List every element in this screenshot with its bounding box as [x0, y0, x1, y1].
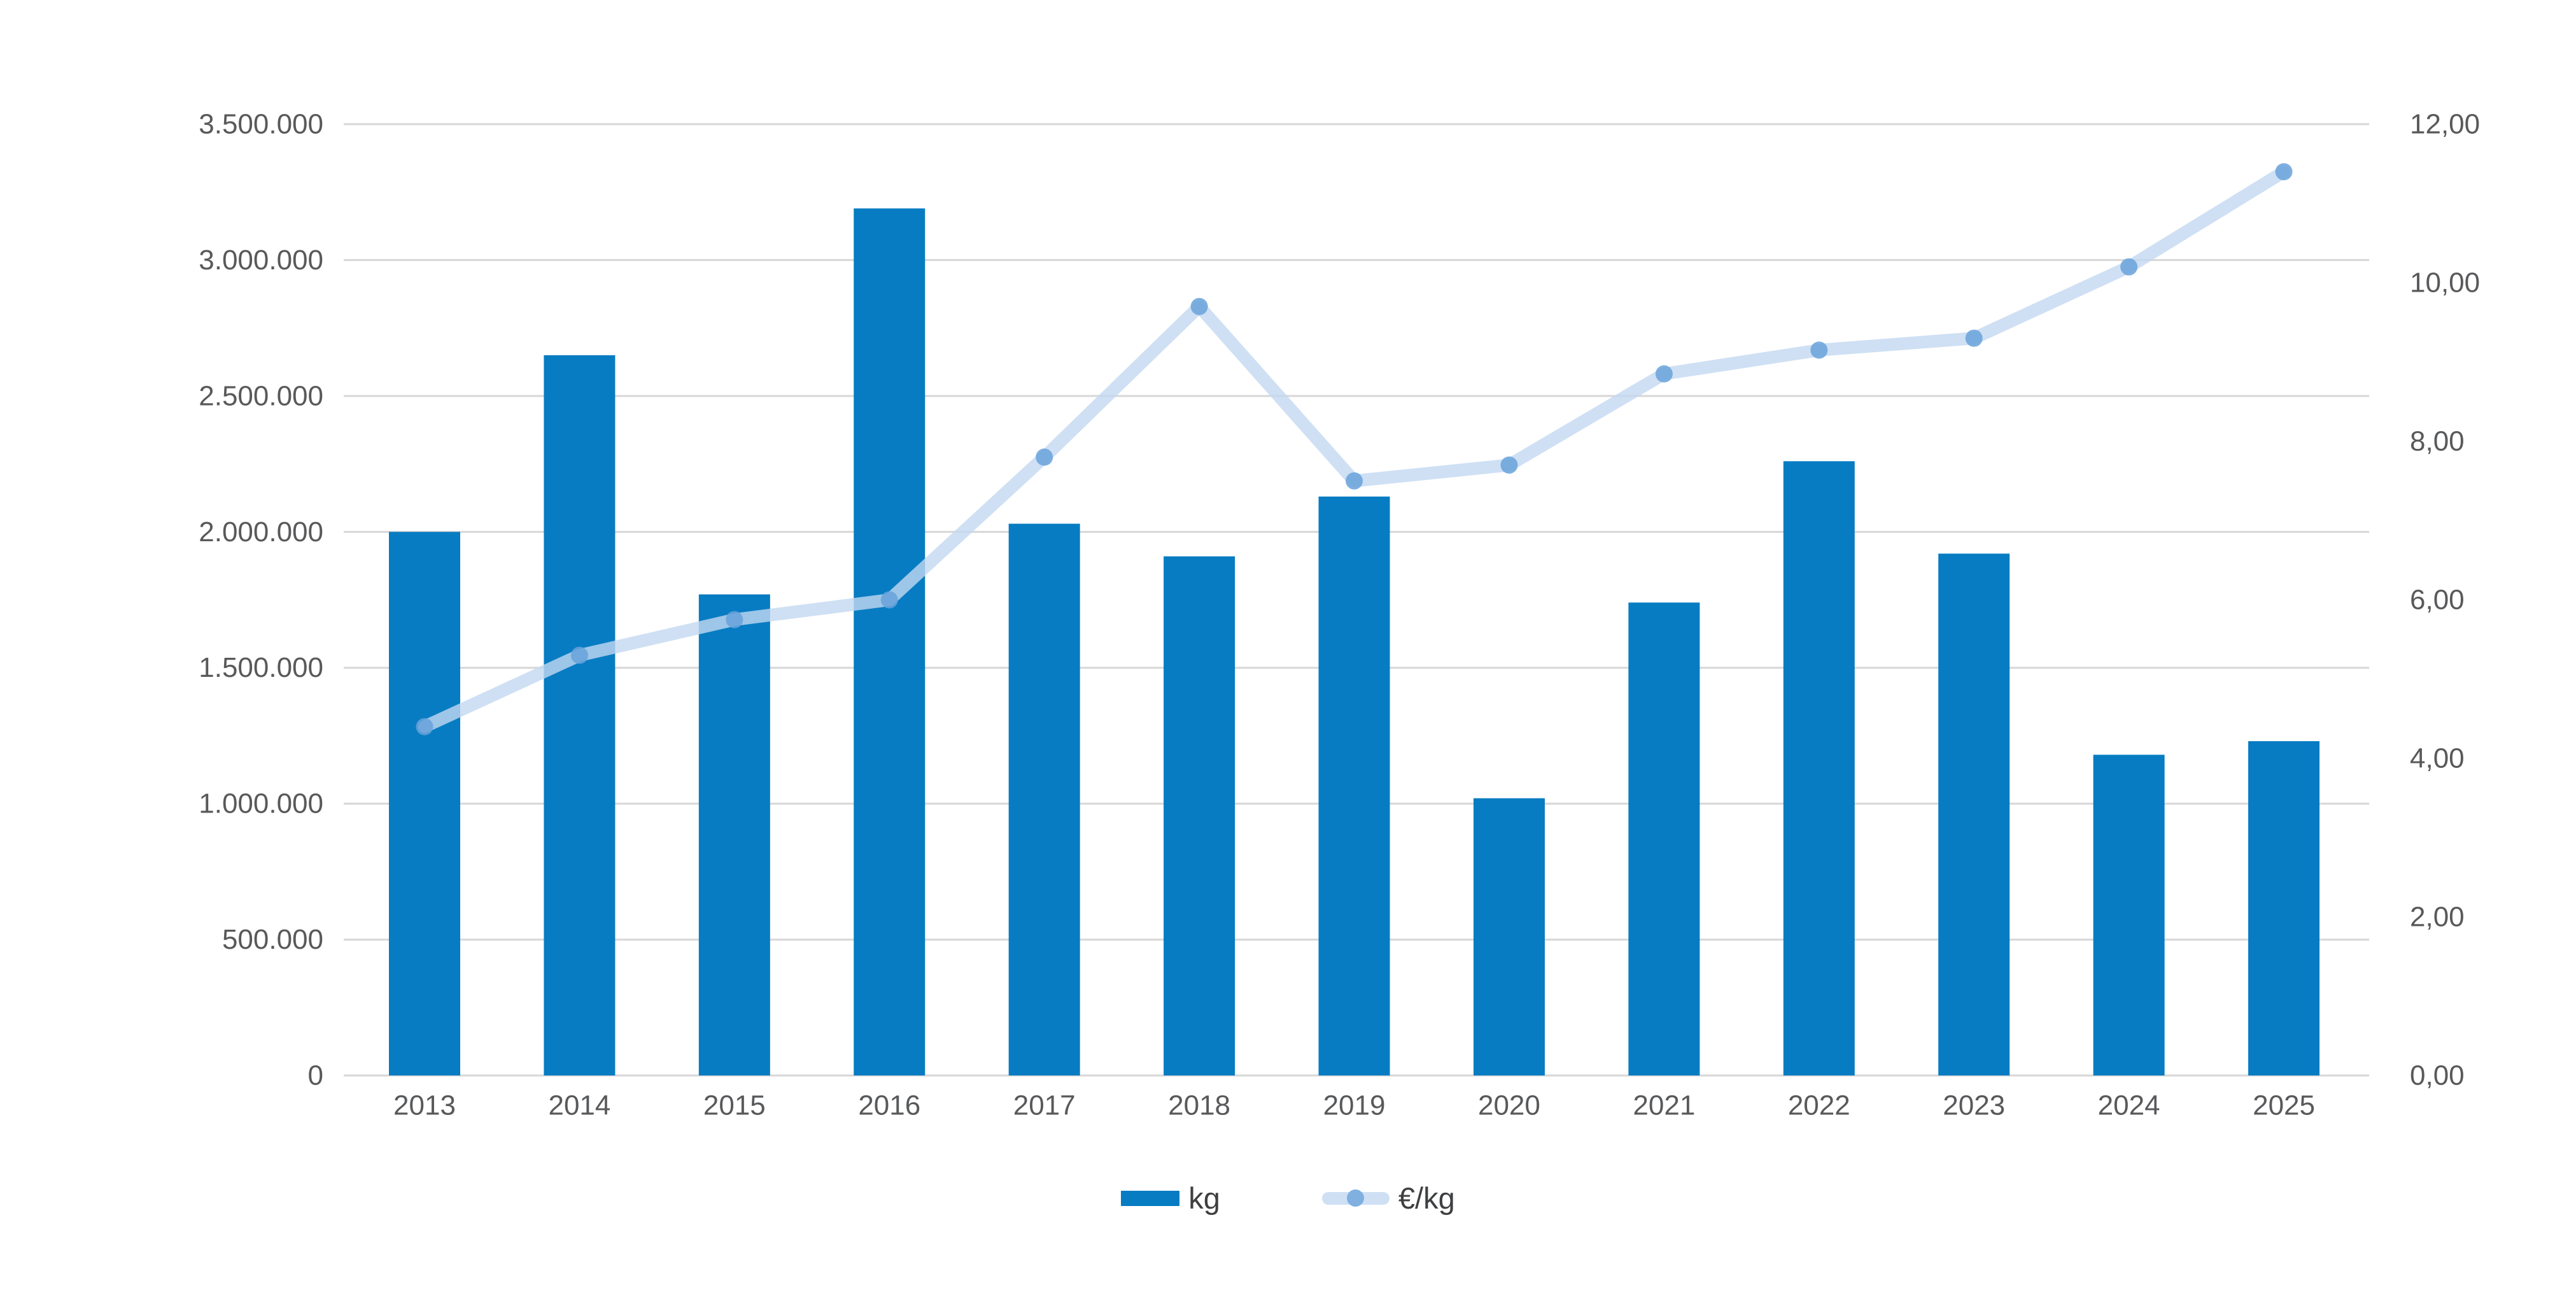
y-axis-left-tick-label: 500.000 — [222, 924, 323, 955]
y-axis-left-tick-label: 1.500.000 — [199, 652, 323, 683]
x-axis-label-2015: 2015 — [703, 1090, 766, 1121]
bar-2021[interactable] — [1628, 602, 1700, 1075]
line-marker-2016[interactable] — [880, 591, 898, 609]
bar-2022[interactable] — [1783, 461, 1855, 1075]
y-axis-left-tick-label: 3.500.000 — [199, 109, 323, 140]
line-marker-2015[interactable] — [726, 611, 743, 628]
x-axis-label-2025: 2025 — [2253, 1090, 2315, 1121]
y-axis-right-tick-label: 2,00 — [2410, 902, 2465, 933]
line-marker-2022[interactable] — [1810, 341, 1828, 359]
line-marker-2021[interactable] — [1655, 365, 1673, 383]
x-axis-label-2024: 2024 — [2098, 1090, 2160, 1121]
line-marker-dot-icon — [1347, 1189, 1365, 1207]
line-marker-2018[interactable] — [1190, 297, 1208, 315]
y-axis-right-tick-label: 4,00 — [2410, 743, 2465, 774]
line-marker-2025[interactable] — [2275, 163, 2293, 181]
y-axis-left-tick-label: 0 — [308, 1060, 323, 1091]
x-axis-label-2021: 2021 — [1633, 1090, 1695, 1121]
bar-2019[interactable] — [1318, 496, 1390, 1075]
legend-item-eur-per-kg[interactable]: €/kg — [1321, 1181, 1455, 1215]
x-axis-label-2017: 2017 — [1013, 1090, 1076, 1121]
line-marker-2020[interactable] — [1500, 456, 1518, 474]
line-series-swatch-icon — [1321, 1189, 1390, 1207]
x-axis-label-2022: 2022 — [1788, 1090, 1850, 1121]
line-marker-2023[interactable] — [1965, 329, 1983, 347]
y-axis-right-tick-label: 0,00 — [2410, 1060, 2465, 1091]
y-axis-right-tick-label: 6,00 — [2410, 585, 2465, 616]
bar-2015[interactable] — [698, 594, 770, 1075]
y-axis-left-tick-label: 3.000.000 — [199, 245, 323, 276]
bar-2024[interactable] — [2093, 755, 2165, 1075]
y-axis-right-tick-label: 10,00 — [2410, 267, 2480, 299]
line-marker-2024[interactable] — [2120, 258, 2138, 276]
x-axis-label-2014: 2014 — [548, 1090, 610, 1121]
x-axis-label-2019: 2019 — [1323, 1090, 1386, 1121]
x-axis-label-2020: 2020 — [1478, 1090, 1540, 1121]
y-axis-right-tick-label: 12,00 — [2410, 109, 2480, 140]
bar-2025[interactable] — [2248, 741, 2320, 1075]
bar-2018[interactable] — [1164, 556, 1235, 1075]
x-axis-label-2023: 2023 — [1943, 1090, 2005, 1121]
x-axis-label-2018: 2018 — [1168, 1090, 1230, 1121]
y-axis-left-tick-label: 2.500.000 — [199, 380, 323, 411]
bar-2023[interactable] — [1938, 553, 2010, 1075]
line-marker-2014[interactable] — [570, 646, 588, 664]
legend-label-eur-per-kg: €/kg — [1398, 1181, 1455, 1215]
y-axis-right-tick-label: 8,00 — [2410, 426, 2465, 457]
bar-series-swatch-icon — [1121, 1190, 1180, 1206]
bar-2016[interactable] — [854, 208, 926, 1076]
line-marker-2019[interactable] — [1346, 472, 1363, 490]
y-axis-left-tick-label: 2.000.000 — [199, 516, 323, 548]
bar-2020[interactable] — [1473, 798, 1545, 1075]
x-axis-label-2013: 2013 — [393, 1090, 456, 1121]
bar-2014[interactable] — [544, 355, 616, 1075]
x-axis-label-2016: 2016 — [858, 1090, 920, 1121]
line-marker-2017[interactable] — [1036, 448, 1053, 466]
bar-2017[interactable] — [1008, 523, 1080, 1075]
chart-legend: kg €/kg — [0, 1183, 2576, 1213]
legend-label-kg: kg — [1188, 1181, 1220, 1215]
bar-2013[interactable] — [389, 532, 460, 1075]
y-axis-left-tick-label: 1.000.000 — [199, 788, 323, 820]
line-marker-2013[interactable] — [416, 718, 433, 735]
legend-item-kg[interactable]: kg — [1121, 1183, 1220, 1213]
